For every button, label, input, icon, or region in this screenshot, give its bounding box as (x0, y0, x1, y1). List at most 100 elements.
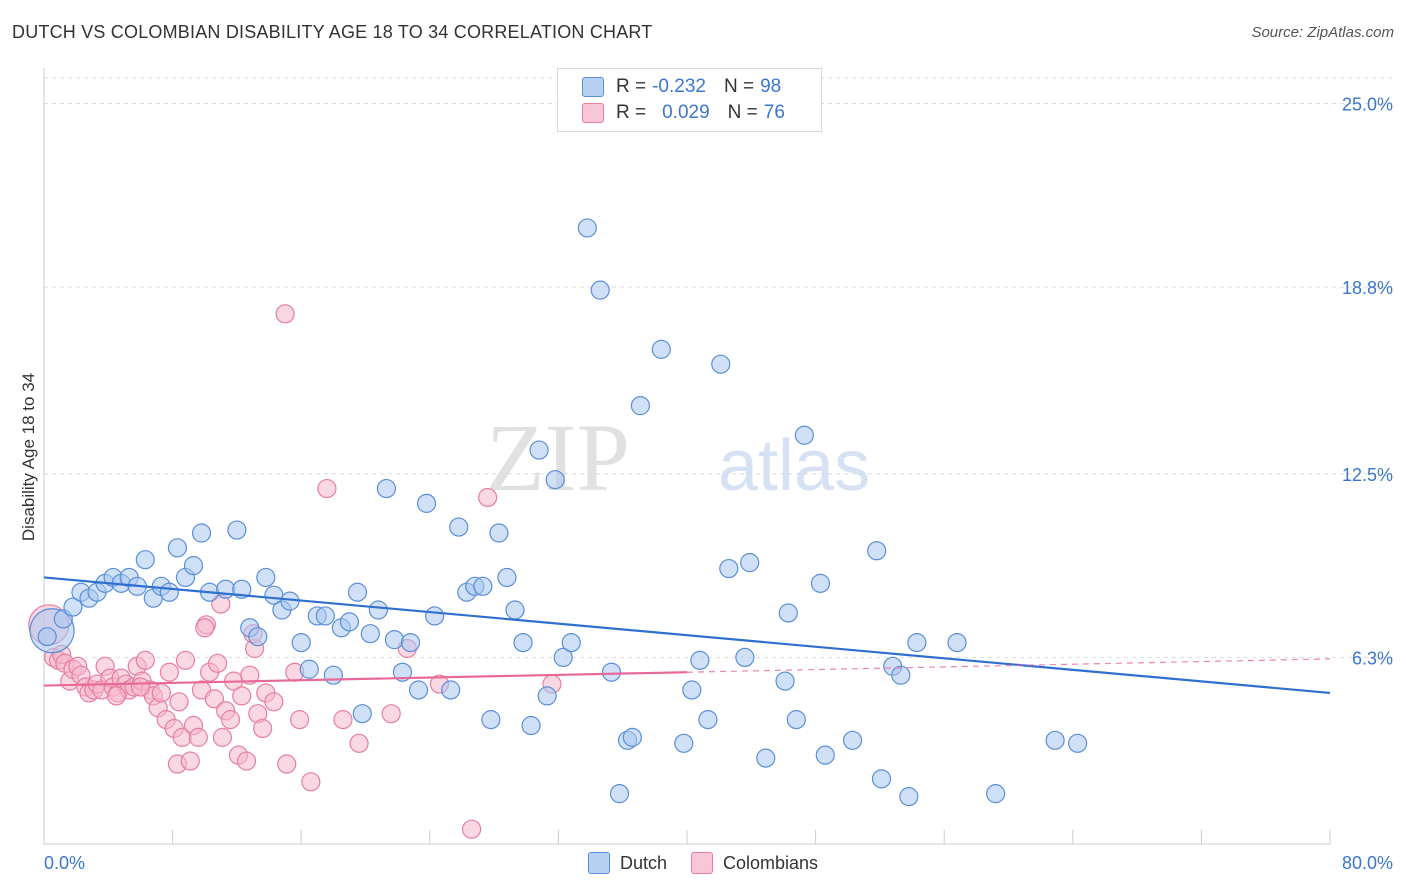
dutch-point (756, 748, 776, 768)
dutch-point (719, 558, 739, 579)
r-value: 0.029 (662, 102, 710, 123)
dutch-point (425, 606, 445, 626)
colombians-point (478, 487, 498, 508)
dutch-point (740, 553, 760, 573)
colombians-point (264, 692, 284, 712)
stats-legend-row-colombians: R = 0.029 N = 76 (582, 101, 785, 125)
dutch-point (513, 632, 533, 653)
dutch-point (609, 784, 630, 804)
colombians-points (28, 304, 562, 839)
dutch-point (899, 787, 919, 807)
dutch-swatch (582, 77, 604, 97)
dutch-point (256, 567, 276, 588)
dutch-point (291, 632, 311, 653)
colombians-point (204, 689, 224, 709)
dutch-point (521, 715, 541, 736)
colombians-point (188, 727, 208, 747)
legend-item-dutch[interactable]: Dutch (587, 852, 667, 874)
colombians-point (180, 751, 200, 771)
dutch-point (159, 582, 179, 602)
dutch-point (674, 733, 694, 753)
dutch-point (630, 396, 650, 416)
y-tick-label: 6.3% (1352, 648, 1393, 668)
dutch-point (248, 627, 268, 647)
dutch-point (794, 425, 814, 445)
colombians-point (208, 653, 228, 673)
n-label: N = (723, 76, 755, 97)
dutch-point (63, 597, 83, 617)
dutch-point (299, 659, 319, 679)
colombians-point (277, 754, 297, 774)
dutch-point (891, 665, 911, 685)
y-tick-label: 12.5% (1342, 465, 1393, 485)
dutch-point (408, 680, 429, 700)
chart-title: DUTCH VS COLOMBIAN DISABILITY AGE 18 TO … (12, 22, 653, 42)
dutch-point (489, 523, 509, 543)
colombians-point (289, 710, 310, 730)
dutch-point (416, 493, 437, 513)
dutch-point (907, 632, 927, 653)
dutch-point (360, 624, 380, 644)
trend-lines (43, 576, 1331, 695)
colombians-point (130, 677, 151, 697)
colombians-trend-line (43, 671, 688, 687)
dutch-point (352, 704, 372, 724)
dutch-legend-swatch (587, 852, 610, 874)
dutch-point (368, 600, 388, 620)
dutch-point (786, 710, 806, 730)
dutch-point (315, 606, 335, 626)
colombians-point (106, 686, 126, 706)
colombians-point (212, 727, 233, 747)
dutch-point (601, 662, 622, 682)
colombians-point (195, 618, 215, 638)
dutch-point (577, 218, 597, 238)
dutch-point (775, 671, 795, 691)
dutch-point (561, 632, 581, 653)
n-value: 76 (763, 102, 785, 123)
dutch-point (497, 567, 517, 588)
colombians-point (301, 772, 321, 792)
dutch-point (778, 603, 798, 623)
dutch-point (947, 632, 967, 653)
dutch-point (537, 686, 557, 706)
tick-labels: 6.3% 12.5% 18.8% 25.0% 0.0% 80.0% (44, 95, 1393, 873)
colombians-trend-extension (686, 658, 1331, 673)
stats-legend-row-dutch: R = -0.232 N = 98 (582, 75, 781, 99)
dutch-point (191, 523, 212, 543)
dutch-point (167, 538, 188, 558)
dutch-point (867, 541, 887, 561)
colombians-point (220, 710, 241, 730)
dutch-point (216, 579, 236, 599)
dutch-point (553, 647, 573, 668)
dutch-point (810, 573, 831, 593)
dutch-point (1045, 730, 1065, 750)
dutch-point (545, 470, 565, 490)
colombians-legend-swatch (690, 852, 713, 874)
colombians-point (240, 665, 260, 685)
dutch-point (227, 520, 247, 540)
dutch-point (392, 662, 413, 682)
colombians-point (317, 478, 337, 499)
dutch-point (690, 650, 710, 670)
dutch-point (711, 354, 731, 374)
y-tick-label: 25.0% (1342, 95, 1393, 115)
dutch-point (871, 769, 892, 789)
dutch-point (473, 576, 493, 596)
y-axis-label: Disability Age 18 to 34 (19, 373, 38, 541)
colombians-point (232, 686, 252, 706)
r-label: R = (616, 76, 647, 97)
legend-item-colombians[interactable]: Colombians (690, 852, 819, 874)
dutch-point (37, 627, 57, 647)
dutch-point (441, 680, 461, 700)
dutch-point (481, 710, 501, 730)
n-label: N = (727, 102, 758, 123)
dutch-point (323, 665, 343, 685)
colombians-legend-label: Colombians (722, 852, 819, 873)
chart-source: Source: ZipAtlas.com (1251, 24, 1394, 41)
dutch-point (735, 647, 755, 668)
colombians-point (253, 718, 273, 739)
dutch-point (651, 339, 671, 359)
colombians-point (333, 710, 353, 730)
axes (43, 68, 1331, 845)
